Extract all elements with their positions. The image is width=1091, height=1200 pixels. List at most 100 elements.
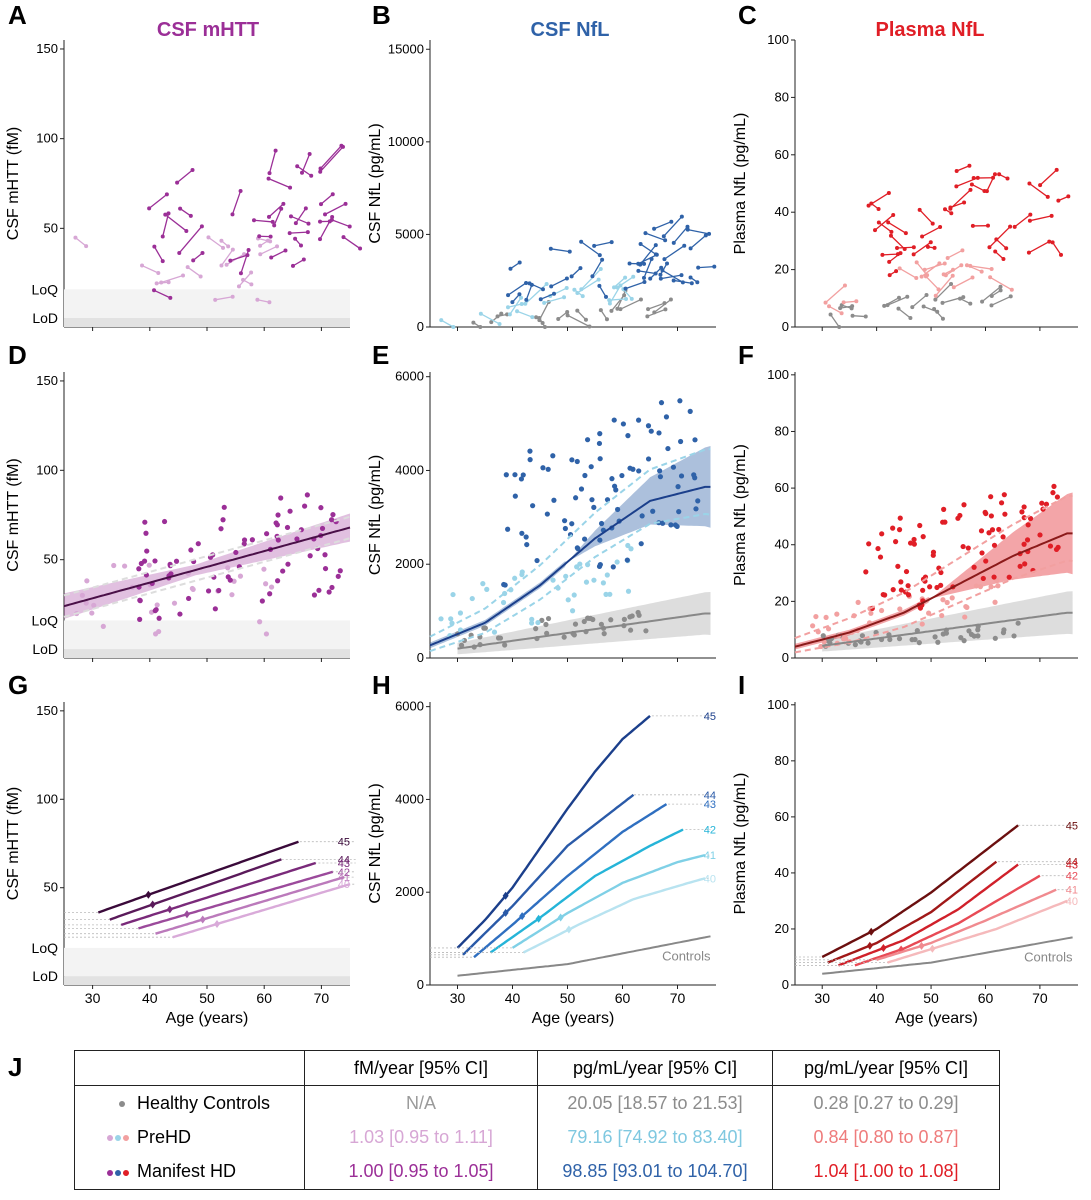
data-point <box>146 562 152 568</box>
data-point <box>908 316 913 321</box>
lod-band <box>64 318 350 327</box>
data-point <box>873 228 878 233</box>
data-point <box>607 298 612 303</box>
data-point <box>545 466 551 472</box>
data-point <box>503 472 509 478</box>
data-point <box>152 608 158 614</box>
data-point <box>571 592 577 598</box>
data-point <box>188 213 193 218</box>
data-point <box>230 294 235 299</box>
data-point <box>597 456 603 462</box>
data-point <box>841 300 846 305</box>
data-point <box>544 630 550 636</box>
data-point <box>628 546 634 552</box>
data-point <box>852 642 858 648</box>
data-point <box>505 305 510 310</box>
data-point <box>609 476 615 482</box>
data-point <box>688 246 693 251</box>
data-point <box>979 269 984 274</box>
data-point <box>1054 494 1060 500</box>
data-point <box>859 633 866 639</box>
data-point <box>269 255 274 260</box>
controls-fit-line <box>822 611 1073 647</box>
table-header-cell: fM/year [95% CI] <box>304 1050 538 1087</box>
data-point <box>249 282 254 287</box>
data-point <box>510 300 515 305</box>
data-point <box>519 302 524 307</box>
data-point <box>971 633 977 639</box>
cag-line-40 <box>172 883 351 939</box>
data-point <box>598 621 604 627</box>
data-point <box>318 169 323 174</box>
data-point <box>527 448 533 454</box>
data-point <box>224 262 229 267</box>
data-point <box>328 517 335 523</box>
trajectory-line <box>176 169 193 184</box>
trajectory-line <box>887 221 907 234</box>
tick-label: LoQ <box>32 940 59 956</box>
data-point <box>648 428 654 434</box>
data-point <box>919 621 925 627</box>
table-header-row: fM/year [95% CI] pg/mL/year [95% CI] pg/… <box>74 1050 1000 1087</box>
loq-band <box>64 289 350 319</box>
data-point <box>489 320 494 325</box>
data-point <box>989 293 994 298</box>
data-point <box>645 314 650 319</box>
panel-letter-a: A <box>8 0 27 30</box>
data-point <box>258 243 263 248</box>
data-point <box>500 599 507 606</box>
tick-label: 80 <box>775 423 789 438</box>
data-point <box>567 249 572 254</box>
data-point <box>668 522 674 528</box>
data-point <box>261 566 267 572</box>
tick-label: 6000 <box>395 369 424 384</box>
data-point <box>679 273 684 278</box>
data-point <box>917 522 923 529</box>
x-axis-label: Age (years) <box>895 1010 978 1027</box>
data-point <box>982 188 987 193</box>
data-point <box>255 297 260 302</box>
data-point <box>458 642 465 648</box>
data-point <box>517 292 522 297</box>
onset-marker <box>535 914 542 923</box>
data-point <box>268 584 275 590</box>
data-point <box>988 584 994 590</box>
data-point <box>1027 181 1032 186</box>
data-point <box>518 476 525 482</box>
panel-i: 0 20 40 60 80 100 30 40 50 60 70 Plasma NfL (pg/mL)… <box>732 697 1078 1027</box>
tick-label: 4000 <box>395 462 424 477</box>
data-point <box>598 520 605 527</box>
cag-line-45 <box>456 714 651 949</box>
data-point <box>991 574 997 580</box>
data-point <box>583 579 590 585</box>
data-point <box>658 400 665 406</box>
data-point <box>604 497 611 503</box>
data-point <box>1006 574 1012 580</box>
onset-marker <box>918 941 925 950</box>
data-point <box>600 257 605 262</box>
data-point <box>930 221 935 226</box>
data-point <box>263 581 269 587</box>
trajectory-line <box>898 308 911 319</box>
data-point <box>877 554 884 560</box>
data-point <box>523 534 529 540</box>
cag-line-45 <box>821 824 1019 959</box>
data-point <box>898 251 903 256</box>
data-point <box>268 234 273 239</box>
data-point <box>887 636 893 643</box>
tick-label: 60 <box>615 990 631 1006</box>
dashed-fit <box>63 515 351 597</box>
data-point <box>933 297 938 302</box>
panel-a: LoQ LoD 50 100 150 CSF mHTT (fM) <box>5 40 363 331</box>
data-point <box>598 267 603 272</box>
trajectory-line <box>882 253 898 256</box>
data-point <box>79 592 85 598</box>
data-point <box>938 582 944 588</box>
cag-label: 44 <box>338 854 350 866</box>
data-point <box>523 301 528 306</box>
data-point <box>564 286 569 291</box>
data-point <box>914 260 919 265</box>
data-point <box>341 235 346 240</box>
data-point <box>639 513 645 519</box>
trajectory-line <box>622 288 633 300</box>
